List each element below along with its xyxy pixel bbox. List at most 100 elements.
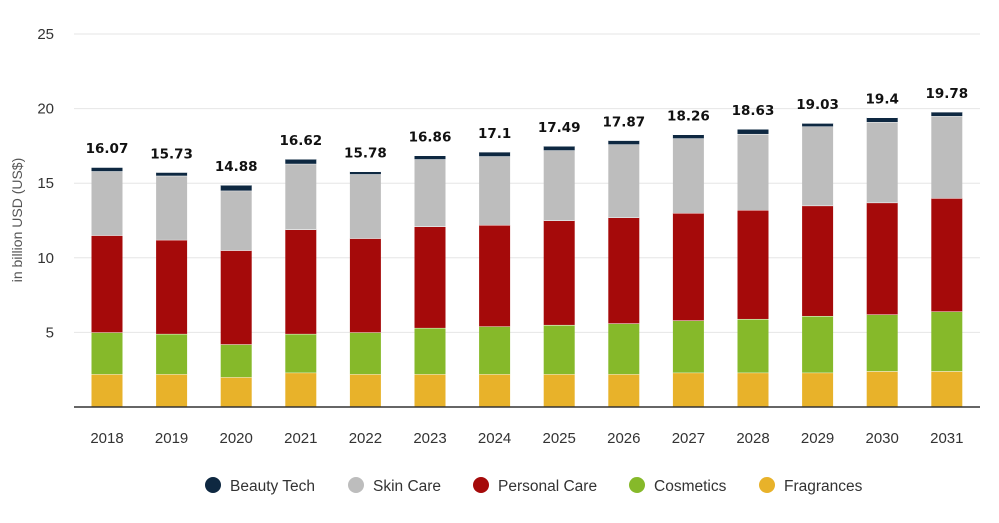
- bar-segment-personal-care: [672, 213, 704, 321]
- bar-segment-fragrances: [285, 372, 317, 407]
- x-tick-label: 2029: [801, 430, 834, 447]
- x-tick-label: 2023: [413, 430, 446, 447]
- bar-segment-beauty-tech: [931, 111, 963, 117]
- total-data-label: 19.03: [796, 97, 839, 113]
- total-labels: 16.07 15.73 14.88 16.62 15.78 16.86 17.1 17.49 1…: [86, 86, 969, 175]
- y-tick-label: 5: [46, 324, 54, 341]
- bar-segment-cosmetics: [931, 311, 963, 372]
- legend-item-fragrances[interactable]: Fragrances: [759, 477, 863, 495]
- bar-segment-skin-care: [802, 126, 834, 206]
- bar-segment-fragrances: [802, 372, 834, 407]
- total-data-label: 17.49: [538, 120, 581, 136]
- x-tick-label: 2020: [220, 430, 253, 447]
- bar-segment-personal-care: [802, 205, 834, 316]
- x-tick-label: 2024: [478, 430, 511, 447]
- bar-segment-cosmetics: [866, 314, 898, 372]
- x-tick-label: 2018: [90, 430, 123, 447]
- x-tick-label: 2031: [930, 430, 963, 447]
- bar-segment-cosmetics: [156, 333, 188, 375]
- bar-segment-beauty-tech: [91, 167, 123, 172]
- bar-segment-cosmetics: [737, 318, 769, 373]
- bar-segment-skin-care: [543, 150, 575, 221]
- bar-segment-fragrances: [866, 371, 898, 407]
- bar-segment-personal-care: [479, 224, 511, 327]
- bar-segment-cosmetics: [414, 327, 446, 375]
- x-tick-label: 2025: [543, 430, 576, 447]
- y-tick-label: 20: [37, 101, 54, 118]
- legend-marker: [473, 477, 489, 493]
- total-data-label: 15.73: [150, 146, 193, 162]
- bar-segment-personal-care: [608, 217, 640, 324]
- x-tick-label: 2030: [866, 430, 899, 447]
- x-tick-label: 2019: [155, 430, 188, 447]
- total-data-label: 19.4: [866, 92, 899, 108]
- x-tick-label: 2027: [672, 430, 705, 447]
- x-tick-label: 2022: [349, 430, 382, 447]
- bar-segment-skin-care: [479, 156, 511, 225]
- legend[interactable]: Beauty Tech Skin Care Personal Care Cosmeti…: [205, 477, 863, 495]
- bar-segment-cosmetics: [479, 326, 511, 375]
- y-tick-label: 25: [37, 26, 54, 43]
- bars: [91, 111, 963, 407]
- bar-segment-skin-care: [672, 138, 704, 214]
- total-data-label: 16.62: [279, 133, 322, 149]
- legend-label: Beauty Tech: [230, 478, 315, 495]
- legend-item-cosmetics[interactable]: Cosmetics: [629, 477, 727, 495]
- bar-segment-beauty-tech: [479, 151, 511, 157]
- bar-segment-personal-care: [156, 239, 188, 334]
- total-data-label: 15.78: [344, 146, 387, 162]
- legend-label: Personal Care: [498, 478, 597, 495]
- bar-segment-skin-care: [866, 122, 898, 203]
- total-data-label: 17.87: [602, 114, 645, 130]
- legend-marker: [205, 477, 221, 493]
- total-data-label: 16.86: [409, 129, 452, 145]
- bar-segment-fragrances: [672, 372, 704, 407]
- y-axis-ticks: 5 10 15 20 25: [37, 26, 54, 341]
- legend-item-skin-care[interactable]: Skin Care: [348, 477, 441, 495]
- bar-segment-fragrances: [608, 374, 640, 407]
- bar-segment-fragrances: [349, 374, 381, 407]
- y-axis-title: in billion USD (US$): [9, 158, 25, 282]
- legend-label: Skin Care: [373, 478, 441, 495]
- bar-segment-personal-care: [866, 202, 898, 315]
- bar-segment-cosmetics: [608, 323, 640, 375]
- bar-segment-beauty-tech: [866, 117, 898, 123]
- bar-segment-skin-care: [931, 116, 963, 199]
- bar-segment-personal-care: [543, 220, 575, 325]
- total-data-label: 17.1: [478, 126, 511, 142]
- total-data-label: 16.07: [86, 141, 129, 157]
- bar-segment-beauty-tech: [414, 155, 446, 160]
- bar-segment-personal-care: [220, 250, 252, 345]
- bar-segment-personal-care: [414, 226, 446, 328]
- legend-marker: [629, 477, 645, 493]
- total-data-label: 18.26: [667, 109, 710, 125]
- legend-marker: [759, 477, 775, 493]
- bar-segment-beauty-tech: [802, 123, 834, 127]
- total-data-label: 14.88: [215, 159, 258, 175]
- bar-segment-beauty-tech: [608, 140, 640, 145]
- x-tick-label: 2028: [736, 430, 769, 447]
- bar-segment-beauty-tech: [285, 159, 317, 164]
- bar-segment-beauty-tech: [672, 134, 704, 139]
- y-tick-label: 10: [37, 250, 54, 267]
- bar-segment-cosmetics: [349, 332, 381, 375]
- legend-item-beauty-tech[interactable]: Beauty Tech: [205, 477, 315, 495]
- legend-label: Fragrances: [784, 478, 863, 495]
- bar-segment-skin-care: [737, 133, 769, 211]
- bar-segment-personal-care: [349, 238, 381, 333]
- x-axis-ticks: 2018 2019 2020 2021 2022 2023 2024 2025 2026 2027…: [90, 430, 963, 447]
- bar-segment-cosmetics: [543, 324, 575, 375]
- bar-segment-skin-care: [220, 190, 252, 251]
- bar-segment-fragrances: [931, 371, 963, 407]
- bar-segment-cosmetics: [91, 332, 123, 375]
- bar-segment-personal-care: [285, 229, 317, 334]
- total-data-label: 18.63: [732, 103, 775, 119]
- legend-item-personal-care[interactable]: Personal Care: [473, 477, 597, 495]
- gridlines: [74, 33, 980, 333]
- bar-segment-skin-care: [285, 163, 317, 230]
- bar-segment-fragrances: [543, 374, 575, 407]
- legend-label: Cosmetics: [654, 478, 727, 495]
- bar-segment-beauty-tech: [543, 146, 575, 151]
- bar-segment-cosmetics: [285, 333, 317, 373]
